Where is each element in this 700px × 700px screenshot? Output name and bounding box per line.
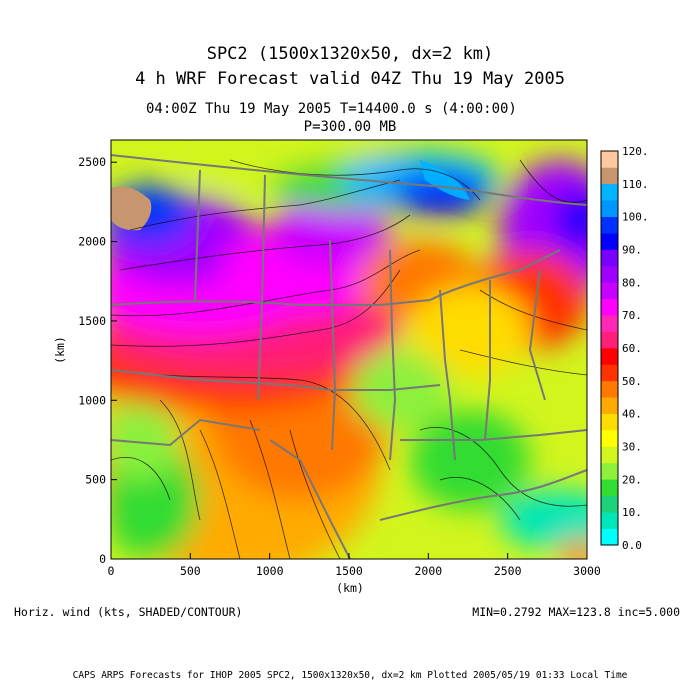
x-axis-title: (km) [336, 581, 364, 595]
colorbar-swatch [601, 315, 618, 332]
colorbar-label: 40. [622, 408, 642, 421]
colorbar-swatch [601, 233, 618, 250]
y-tick-label: 1500 [78, 314, 106, 328]
plot-credit: CAPS ARPS Forecasts for IHOP 2005 SPC2, … [72, 670, 628, 681]
plot-subtitle: 4 h WRF Forecast valid 04Z Thu 19 May 20… [135, 69, 565, 89]
colorbar-swatch [601, 380, 618, 398]
colorbar-label: 60. [622, 342, 642, 355]
colorbar-swatch [601, 282, 618, 300]
pressure-level-label: P=300.00 MB [303, 119, 397, 135]
colorbar-swatch [601, 265, 618, 283]
wind-speed-shading [111, 140, 587, 559]
colorbar-label: 10. [622, 506, 642, 519]
colorbar-swatch [601, 397, 618, 414]
y-axis: 0 500 1000 1500 2000 2500 [78, 155, 117, 566]
x-tick-label: 0 [108, 564, 115, 578]
colorbar-swatch [601, 331, 618, 349]
y-tick-label: 2500 [78, 155, 106, 169]
y-tick-label: 2000 [78, 235, 106, 249]
colorbar-swatch [601, 446, 618, 464]
colorbar-swatch [601, 495, 618, 513]
field-statistics: MIN=0.2792 MAX=123.8 inc=5.000 [472, 605, 680, 619]
colorbar-swatch [601, 167, 618, 185]
colorbar-label: 120. [622, 145, 649, 158]
x-tick-label: 500 [180, 564, 201, 578]
colorbar-swatch [601, 364, 618, 382]
colorbar-label: 100. [622, 211, 649, 224]
colorbar-swatch [601, 462, 618, 480]
colorbar-swatch [601, 298, 618, 316]
colorbar-swatch [601, 151, 618, 168]
colorbar-swatch [601, 216, 618, 234]
colorbar-label: 110. [622, 178, 649, 191]
colorbar-swatch [601, 200, 618, 217]
field-description: Horiz. wind (kts, SHADED/CONTOUR) [14, 605, 243, 619]
colorbar: 0.0 10. 20. 30. 40. 50. 60. 70. 80. 90. 100. 110. 12… [600, 145, 649, 552]
colorbar-swatch [601, 512, 618, 529]
colorbar-label: 20. [622, 473, 642, 486]
colorbar-swatch [601, 183, 618, 201]
colorbar-label: 70. [622, 309, 642, 322]
colorbar-swatch [601, 479, 618, 497]
wind-contours [111, 159, 587, 559]
x-tick-label: 2000 [414, 564, 442, 578]
colorbar-label: 0.0 [622, 539, 642, 552]
colorbar-swatch [601, 430, 618, 447]
y-tick-label: 0 [99, 552, 106, 566]
colorbar-swatch [601, 348, 618, 365]
colorbar-swatch [601, 528, 618, 546]
colorbar-swatch [601, 249, 618, 267]
y-axis-title: (km) [53, 336, 67, 364]
x-tick-label: 3000 [573, 564, 601, 578]
colorbar-label: 50. [622, 375, 642, 388]
y-tick-label: 1000 [78, 393, 106, 407]
colorbar-swatch [601, 413, 618, 431]
state-boundaries [111, 154, 587, 559]
x-tick-label: 1000 [256, 564, 284, 578]
y-tick-label: 500 [85, 473, 106, 487]
colorbar-frame [600, 150, 619, 546]
x-tick-label: 1500 [335, 564, 363, 578]
colorbar-label: 90. [622, 244, 642, 257]
colorbar-label: 30. [622, 441, 642, 454]
x-tick-label: 2500 [494, 564, 522, 578]
x-axis: 0 500 1000 1500 2000 2500 3000 [108, 553, 601, 578]
valid-time-label: 04:00Z Thu 19 May 2005 T=14400.0 s (4:00… [146, 101, 517, 117]
plot-title: SPC2 (1500x1320x50, dx=2 km) [206, 44, 494, 64]
colorbar-label: 80. [622, 276, 642, 289]
